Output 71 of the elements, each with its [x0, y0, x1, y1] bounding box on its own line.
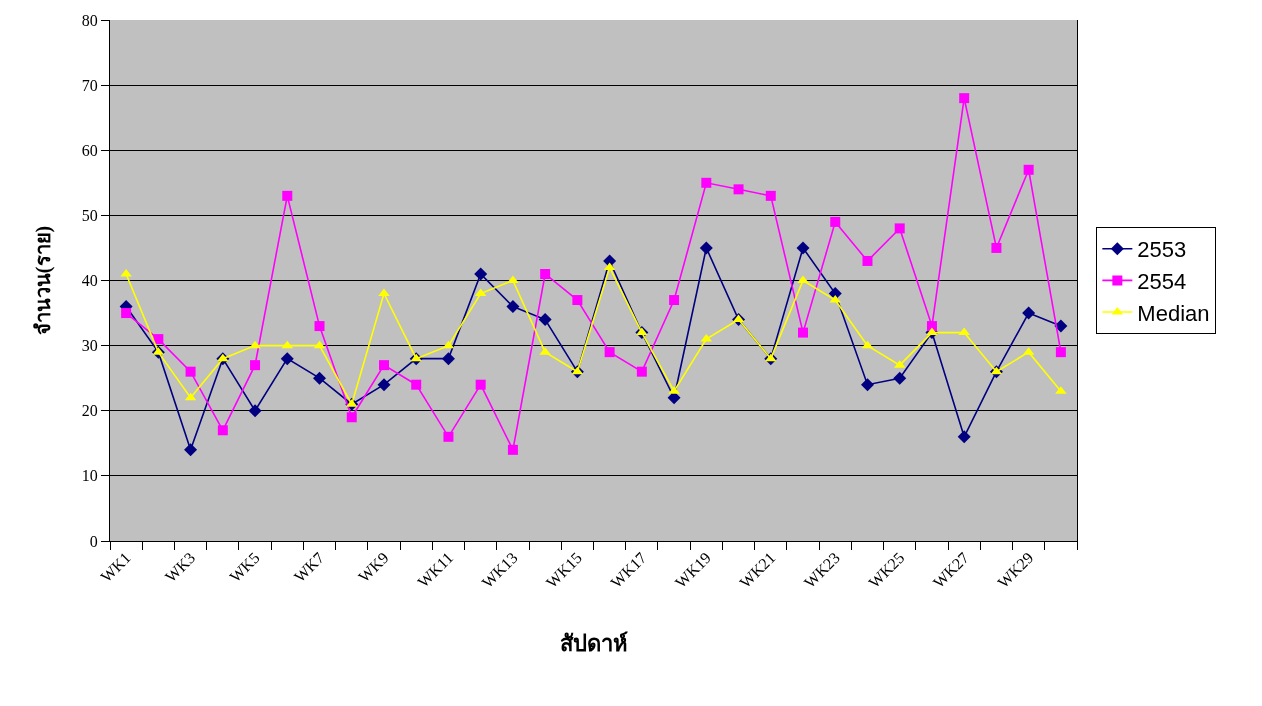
point: [733, 184, 744, 195]
point: [314, 321, 325, 332]
legend-label: 2553: [1137, 237, 1187, 263]
point: [894, 223, 905, 234]
point: [249, 340, 261, 349]
point: [153, 334, 164, 345]
point: [282, 190, 293, 201]
point: [184, 443, 198, 457]
point: [217, 353, 229, 362]
legend-label: 2554: [1137, 268, 1187, 294]
y-tick-label: 0: [89, 532, 98, 550]
point: [443, 431, 454, 442]
y-tick-label: 50: [81, 206, 98, 224]
point: [475, 379, 486, 390]
point: [701, 177, 712, 188]
point: [313, 371, 327, 385]
point: [926, 327, 938, 336]
point: [636, 327, 648, 336]
y-tick-label: 30: [81, 337, 98, 355]
y-tick-label: 70: [81, 76, 98, 94]
point: [1055, 347, 1066, 358]
point: [346, 412, 357, 423]
point: [765, 353, 777, 362]
point: [538, 313, 552, 327]
point: [280, 352, 294, 366]
point: [1022, 306, 1036, 320]
point: [540, 268, 551, 279]
legend-label: Median: [1137, 300, 1210, 326]
point: [378, 288, 390, 297]
point: [798, 327, 809, 338]
point: [796, 241, 810, 255]
x-tick-label: WK9: [355, 548, 392, 586]
point: [699, 241, 713, 255]
point: [893, 371, 907, 385]
point: [959, 93, 970, 104]
point: [441, 352, 455, 366]
point: [926, 321, 937, 332]
y-axis-title: จำนวน(ราย): [32, 225, 56, 336]
point: [248, 404, 262, 418]
y-tick-label: 80: [81, 11, 98, 29]
point: [474, 267, 488, 281]
y-tick-label: 40: [81, 272, 98, 290]
point: [506, 300, 520, 314]
point: [830, 216, 841, 227]
point: [507, 444, 518, 455]
x-tick-label: WK3: [161, 548, 199, 586]
point: [860, 378, 874, 392]
point: [572, 295, 583, 306]
point: [410, 353, 422, 362]
point: [991, 242, 1002, 253]
point: [250, 360, 261, 371]
point: [121, 308, 132, 319]
point: [669, 295, 680, 306]
point: [1023, 164, 1034, 175]
y-tick-label: 20: [81, 402, 98, 420]
y-tick-label: 60: [81, 141, 98, 159]
x-axis-title: สัปดาห์: [559, 631, 628, 657]
point: [378, 360, 389, 371]
y-tick-label: 10: [81, 467, 98, 485]
point: [636, 366, 647, 377]
point: [958, 327, 970, 336]
point: [1054, 319, 1068, 333]
x-tick-label: WK1: [97, 548, 134, 586]
point: [217, 425, 228, 436]
point: [862, 255, 873, 266]
point: [765, 190, 776, 201]
point: [957, 430, 971, 444]
point: [411, 379, 422, 390]
point: [185, 366, 196, 377]
point: [377, 378, 391, 392]
point: [604, 347, 615, 358]
